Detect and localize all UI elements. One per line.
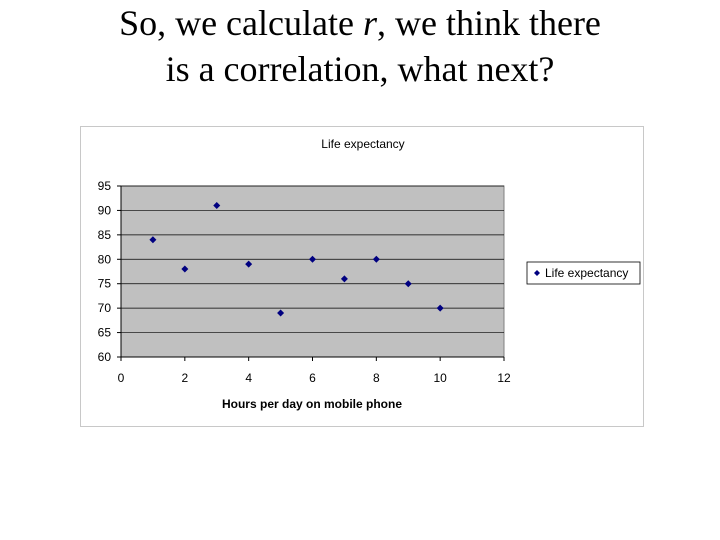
x-tick-label: 12 bbox=[497, 371, 511, 385]
x-tick-label: 0 bbox=[118, 371, 125, 385]
x-tick-label: 2 bbox=[181, 371, 188, 385]
y-tick-label: 85 bbox=[98, 228, 112, 242]
legend-label: Life expectancy bbox=[545, 266, 628, 280]
data-point bbox=[149, 236, 157, 244]
data-point bbox=[309, 255, 316, 263]
data-point bbox=[436, 304, 444, 312]
data-point bbox=[340, 275, 348, 283]
title-text-a: So, we calculate bbox=[119, 3, 363, 43]
y-tick-label: 65 bbox=[98, 326, 112, 340]
x-axis-label: Hours per day on mobile phone bbox=[222, 397, 402, 411]
data-point bbox=[372, 255, 380, 263]
data-point bbox=[213, 202, 221, 210]
slide-title-line-1: So, we calculate r, we think there bbox=[0, 0, 720, 46]
legend-box bbox=[526, 261, 641, 285]
y-tick-label: 95 bbox=[98, 179, 112, 193]
y-tick-label: 60 bbox=[98, 350, 112, 364]
y-tick-label: 70 bbox=[98, 301, 112, 315]
data-point bbox=[277, 309, 285, 317]
y-tick-label: 80 bbox=[98, 252, 112, 266]
data-point bbox=[181, 265, 189, 273]
title-text-b: , we think there bbox=[376, 3, 601, 43]
chart-title: Life expectancy bbox=[321, 137, 404, 151]
slide-title: So, we calculate r, we think there is a … bbox=[0, 0, 720, 92]
y-tick-label: 90 bbox=[98, 203, 112, 217]
x-tick-label: 8 bbox=[373, 371, 380, 385]
plot-area bbox=[120, 185, 505, 358]
data-point bbox=[404, 280, 412, 288]
x-tick-label: 4 bbox=[245, 371, 252, 385]
x-tick-label: 6 bbox=[309, 371, 316, 385]
x-tick-label: 10 bbox=[433, 371, 447, 385]
data-point bbox=[245, 260, 253, 268]
slide-title-line-2: is a correlation, what next? bbox=[165, 49, 555, 89]
title-variable-r: r bbox=[362, 3, 377, 43]
legend-marker bbox=[534, 270, 540, 276]
y-tick-label: 75 bbox=[98, 277, 112, 291]
